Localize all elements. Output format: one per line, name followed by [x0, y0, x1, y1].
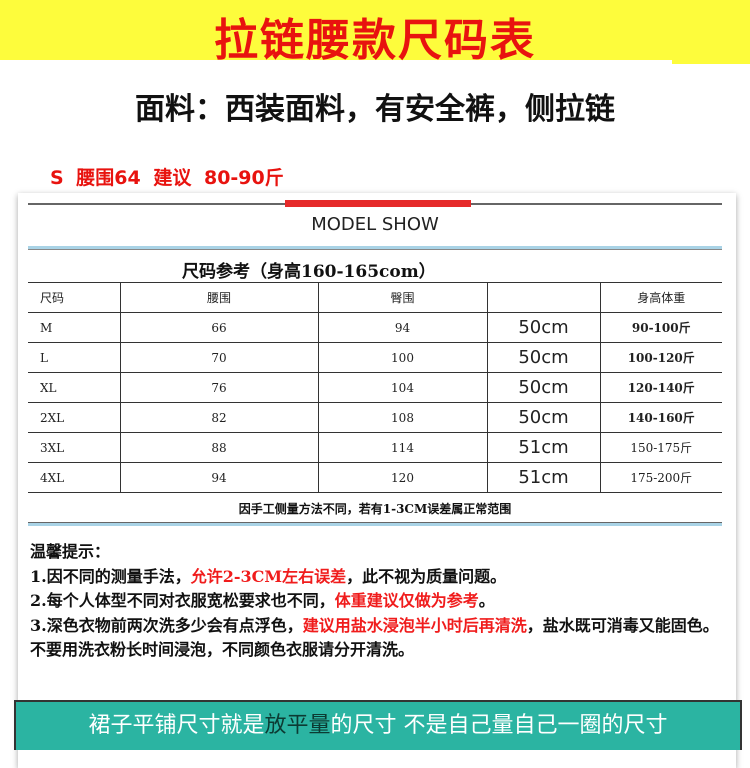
- length: 51cm: [486, 462, 601, 493]
- size-table: 尺码 腰围 臀围 身高体重 M 66 94 50cm 90-100斤 L 70 100 50c…: [28, 282, 722, 493]
- size: L: [28, 342, 121, 373]
- footer-highlight: 放平量: [264, 713, 331, 738]
- length: 50cm: [486, 402, 601, 433]
- length: 50cm: [486, 372, 601, 403]
- size-reference-heading: 尺码参考（身高160-165com）: [182, 262, 436, 282]
- table-header-row: 尺码 腰围 臀围 身高体重: [28, 282, 722, 313]
- header-waist: 腰围: [119, 282, 319, 313]
- weight: 90-100斤: [599, 312, 722, 343]
- waist: 94: [119, 462, 319, 493]
- weight: 140-160斤: [599, 402, 722, 433]
- waist: 76: [119, 372, 319, 403]
- size: 4XL: [28, 462, 121, 493]
- waist: 82: [119, 402, 319, 433]
- weight: 150-175斤: [599, 432, 722, 463]
- model-show-heading: MODEL SHOW: [311, 214, 439, 235]
- footer-banner: 裙子平铺尺寸就是放平量的尺寸 不是自己量自己一圈的尺寸: [14, 700, 742, 750]
- hip: 94: [317, 312, 488, 343]
- tip-text: ，此不视为质量问题。: [346, 566, 507, 586]
- waist: 66: [119, 312, 319, 343]
- tips-section: 温馨提示： 1.因不同的测量手法，允许2-3CM左右误差，此不视为质量问题。 2…: [30, 540, 720, 663]
- header-size: 尺码: [28, 282, 121, 313]
- tip-text: 1.因不同的测量手法，: [30, 566, 191, 586]
- fabric-description: 面料：西装面料，有安全裤，侧拉链: [135, 92, 615, 127]
- hip: 100: [317, 342, 488, 373]
- size: XL: [28, 372, 121, 403]
- weight: 175-200斤: [599, 462, 722, 493]
- footer-text: 的尺寸 不是自己量自己一圈的尺寸: [330, 713, 668, 738]
- tip-highlight: 允许2-3CM左右误差: [190, 566, 347, 586]
- tip-highlight: 体重建议仅做为参考: [334, 591, 479, 610]
- tip-text: ，盐水既可消毒又能固色。不要用洗衣粉长时间浸泡，不同颜色衣服请分开清洗。: [30, 615, 719, 660]
- size: 2XL: [28, 402, 121, 433]
- table-row: XL 76 104 50cm 120-140斤: [28, 372, 722, 403]
- size: M: [28, 312, 121, 343]
- table-row: M 66 94 50cm 90-100斤: [28, 312, 722, 343]
- divider: [28, 522, 722, 526]
- title-banner-edge: [672, 0, 750, 64]
- tip-text: 2.每个人体型不同对衣服宽松要求也不同，: [30, 591, 335, 610]
- measurement-note: 因手工侧量方法不同，若有1-3CM误差属正常范围: [238, 502, 512, 516]
- hip: 108: [317, 402, 488, 433]
- table-row: 2XL 82 108 50cm 140-160斤: [28, 402, 722, 433]
- tip-3: 3.深色衣物前两次洗多少会有点浮色，建议用盐水浸泡半小时后再清洗，盐水既可消毒又…: [30, 614, 720, 663]
- size-s-note: S 腰围64 建议 80-90斤: [50, 167, 284, 189]
- waist: 88: [119, 432, 319, 463]
- tip-highlight: 建议用盐水浸泡半小时后再清洗: [302, 615, 527, 635]
- tip-text: 。: [478, 591, 495, 610]
- length: 50cm: [486, 342, 601, 373]
- hip: 114: [317, 432, 488, 463]
- table-row: 4XL 94 120 51cm 175-200斤: [28, 462, 722, 493]
- length: 50cm: [486, 312, 601, 343]
- header-hip: 臀围: [317, 282, 488, 313]
- weight: 120-140斤: [599, 372, 722, 403]
- tip-text: 3.深色衣物前两次洗多少会有点浮色，: [30, 615, 303, 635]
- accent-bar: [285, 200, 471, 207]
- table-row: 3XL 88 114 51cm 150-175斤: [28, 432, 722, 463]
- tip-1: 1.因不同的测量手法，允许2-3CM左右误差，此不视为质量问题。: [30, 565, 720, 590]
- tips-heading: 温馨提示：: [30, 542, 111, 561]
- table-row: L 70 100 50cm 100-120斤: [28, 342, 722, 373]
- divider: [28, 246, 722, 250]
- page-title: 拉链腰款尺码表: [214, 15, 536, 66]
- header-height-weight: 身高体重: [599, 282, 722, 313]
- hip: 104: [317, 372, 488, 403]
- size: 3XL: [28, 432, 121, 463]
- footer-text: 裙子平铺尺寸就是: [88, 713, 265, 738]
- tip-2: 2.每个人体型不同对衣服宽松要求也不同，体重建议仅做为参考。: [30, 589, 720, 614]
- hip: 120: [317, 462, 488, 493]
- waist: 70: [119, 342, 319, 373]
- length: 51cm: [486, 432, 601, 463]
- header-length: [486, 282, 601, 313]
- weight: 100-120斤: [599, 342, 722, 373]
- title-banner: [0, 0, 672, 60]
